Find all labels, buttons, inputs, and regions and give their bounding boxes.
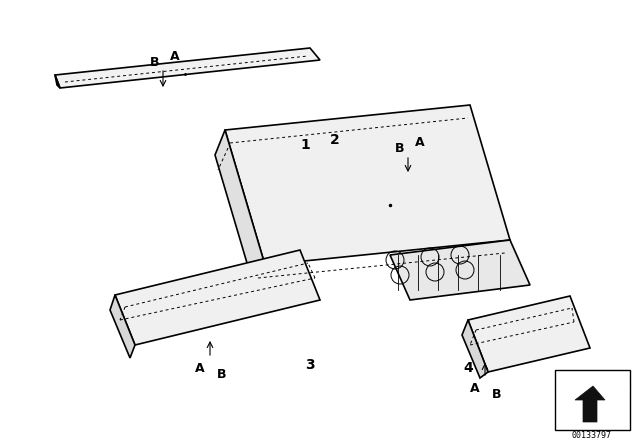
Text: A: A	[415, 137, 425, 150]
Polygon shape	[462, 320, 488, 378]
Polygon shape	[215, 130, 265, 290]
Polygon shape	[115, 250, 320, 345]
Polygon shape	[55, 48, 320, 88]
Text: A: A	[170, 51, 180, 64]
Polygon shape	[575, 386, 605, 422]
Text: B: B	[396, 142, 404, 155]
Text: B: B	[150, 56, 160, 69]
Bar	[555, 370, 630, 430]
Polygon shape	[55, 75, 60, 88]
Text: B: B	[492, 388, 502, 401]
Text: 4: 4	[463, 361, 473, 375]
Polygon shape	[225, 105, 510, 265]
Text: A: A	[195, 362, 205, 375]
Text: A: A	[470, 382, 480, 395]
Text: 1: 1	[300, 138, 310, 152]
Text: 3: 3	[305, 358, 315, 372]
Polygon shape	[110, 295, 135, 358]
Polygon shape	[468, 296, 590, 372]
Text: B: B	[217, 367, 227, 380]
Text: 2: 2	[330, 133, 340, 147]
Text: 00133797: 00133797	[572, 431, 612, 439]
Polygon shape	[390, 240, 530, 300]
